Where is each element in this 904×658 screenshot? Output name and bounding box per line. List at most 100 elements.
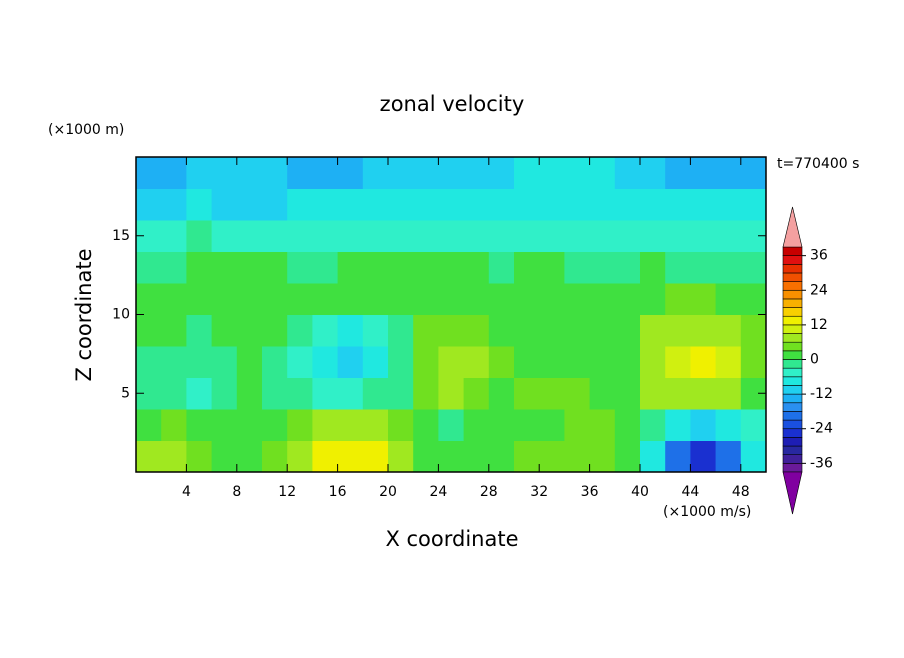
contour-cell (186, 283, 213, 315)
contour-cell (514, 314, 540, 347)
y-unit: (×1000 m) (48, 122, 124, 138)
contour-cell (463, 314, 490, 347)
colorbar-tick-label: 12 (810, 317, 828, 333)
colorbar-box (782, 272, 803, 282)
contour-cell (514, 346, 540, 378)
contour-cell (564, 377, 591, 410)
contour-cell (287, 251, 313, 284)
colorbar-box (782, 428, 803, 438)
contour-cell (186, 188, 213, 221)
contour-cell (488, 157, 515, 189)
contour-cell (236, 251, 263, 284)
contour-cell (690, 377, 717, 410)
colorbar-box (782, 341, 803, 352)
colorbar-box (782, 324, 803, 334)
contour-cell (211, 188, 238, 221)
contour-cell (262, 283, 288, 315)
contour-cell (413, 314, 439, 347)
contour-cell (488, 346, 515, 378)
contour-cell (388, 346, 414, 378)
contour-cell (665, 409, 691, 441)
contour-cell (337, 283, 364, 315)
contour-cell (287, 157, 313, 189)
contour-cell (665, 157, 691, 189)
contour-cell (438, 440, 465, 473)
contour-cell (640, 377, 666, 410)
contour-cell (312, 346, 339, 378)
contour-cell (640, 251, 666, 284)
contour-cell (715, 220, 742, 252)
contour-cell (388, 440, 414, 473)
contour-cell (438, 283, 465, 315)
x-tick-label: 4 (182, 484, 191, 500)
contour-cell (740, 440, 767, 473)
contour-cell (312, 220, 339, 252)
contour-cell (312, 377, 339, 410)
colorbar-box (782, 367, 803, 378)
contour-cell (539, 251, 565, 284)
contour-cell (690, 314, 717, 347)
colorbar-box (782, 454, 803, 464)
contour-cell (514, 409, 540, 441)
contour-cell (665, 346, 691, 378)
contour-cell (514, 440, 540, 473)
contour-cell (589, 314, 616, 347)
contour-cell (539, 346, 565, 378)
contour-cell (564, 251, 591, 284)
contour-cell (488, 251, 515, 284)
contour-cell (136, 440, 162, 473)
contour-cell (337, 157, 364, 189)
contour-cell (463, 440, 490, 473)
colorbar-box (782, 333, 803, 343)
contour-cell (186, 314, 213, 347)
contour-cell (236, 220, 263, 252)
contour-cell (438, 251, 465, 284)
contour-cell (640, 346, 666, 378)
contour-cell (262, 251, 288, 284)
contour-cell (413, 346, 439, 378)
colorbar-box (782, 402, 803, 412)
contour-cell (690, 220, 717, 252)
contour-cell (740, 283, 767, 315)
contour-cell (287, 188, 313, 221)
y-tick-label: 15 (112, 228, 130, 244)
contour-cell (740, 157, 767, 189)
contour-cell (136, 283, 162, 315)
contour-cell (262, 377, 288, 410)
contour-cell (614, 220, 641, 252)
contour-cell (514, 188, 540, 221)
contour-cell (211, 346, 238, 378)
contour-cell (161, 220, 187, 252)
colorbar-box (782, 255, 803, 265)
contour-cell (589, 377, 616, 410)
y-tick-label: 10 (112, 307, 130, 323)
contour-cell (337, 346, 364, 378)
contour-cell (186, 440, 213, 473)
contour-cell (211, 440, 238, 473)
contour-cell (614, 346, 641, 378)
contour-cell (161, 346, 187, 378)
contour-cell (362, 157, 389, 189)
contour-cell (312, 283, 339, 315)
contour-cell (665, 377, 691, 410)
contour-cell (665, 188, 691, 221)
contour-cell (463, 346, 490, 378)
colorbar-box (782, 289, 803, 300)
contour-cell (488, 440, 515, 473)
contour-cell (488, 188, 515, 221)
contour-cell (589, 251, 616, 284)
contour-cell (362, 346, 389, 378)
contour-cell (715, 314, 742, 347)
colorbar-box (782, 385, 803, 395)
contour-cell (211, 377, 238, 410)
contour-cell (161, 409, 187, 441)
colorbar-box (782, 350, 803, 360)
contour-cell (186, 251, 213, 284)
contour-cell (690, 188, 717, 221)
contour-cell (614, 314, 641, 347)
contour-cell (413, 440, 439, 473)
contour-cell (690, 346, 717, 378)
x-tick-label: 12 (278, 484, 296, 500)
contour-cell (388, 314, 414, 347)
contour-cell (690, 409, 717, 441)
